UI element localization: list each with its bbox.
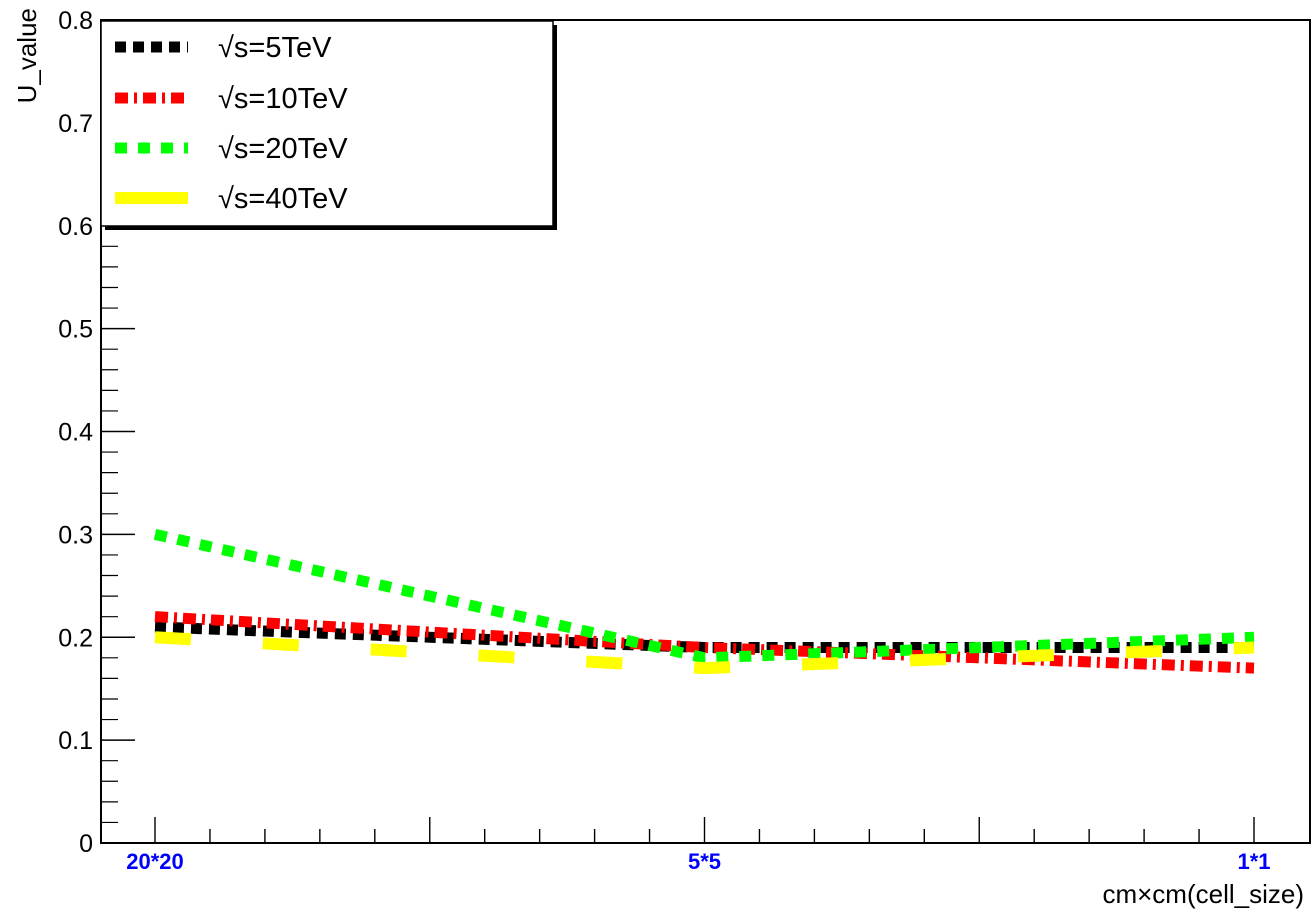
y-tick-label: 0.5 bbox=[58, 316, 93, 344]
y-tick-label: 0.4 bbox=[58, 419, 93, 447]
series-line bbox=[154, 611, 1255, 674]
x-category-label: 5*5 bbox=[688, 849, 721, 874]
series-line bbox=[153, 529, 1255, 664]
y-tick-label: 0.8 bbox=[58, 7, 93, 35]
x-category-label: 1*1 bbox=[1237, 849, 1270, 874]
legend-label: √s=40TeV bbox=[218, 183, 348, 215]
y-tick-label: 0.3 bbox=[58, 521, 93, 549]
legend-label: √s=5TeV bbox=[218, 32, 332, 64]
legend-box bbox=[100, 20, 554, 227]
y-axis: 0 0.1 0.2 0.3 0.4 0.5 0.6 0.7 0.8 bbox=[58, 7, 135, 858]
x-axis-title: cm×cm(cell_size) bbox=[1102, 879, 1304, 909]
y-tick-label: 0 bbox=[79, 830, 93, 858]
y-tick-label: 0.2 bbox=[58, 624, 93, 652]
legend-label: √s=10TeV bbox=[218, 83, 348, 115]
y-axis-title: U_value bbox=[12, 8, 42, 103]
series-line bbox=[154, 631, 1255, 675]
x-axis: 20*20 5*5 1*1 bbox=[126, 817, 1271, 874]
y-tick-label: 0.1 bbox=[58, 727, 93, 755]
y-tick-label: 0.7 bbox=[58, 110, 93, 138]
series-line bbox=[154, 621, 1254, 654]
legend-label: √s=20TeV bbox=[218, 133, 348, 165]
y-tick-label: 0.6 bbox=[58, 213, 93, 241]
legend: √s=5TeV √s=10TeV √s=20TeV √s=40TeV bbox=[100, 20, 558, 230]
series-layer bbox=[153, 529, 1255, 675]
x-category-label: 20*20 bbox=[126, 849, 184, 874]
